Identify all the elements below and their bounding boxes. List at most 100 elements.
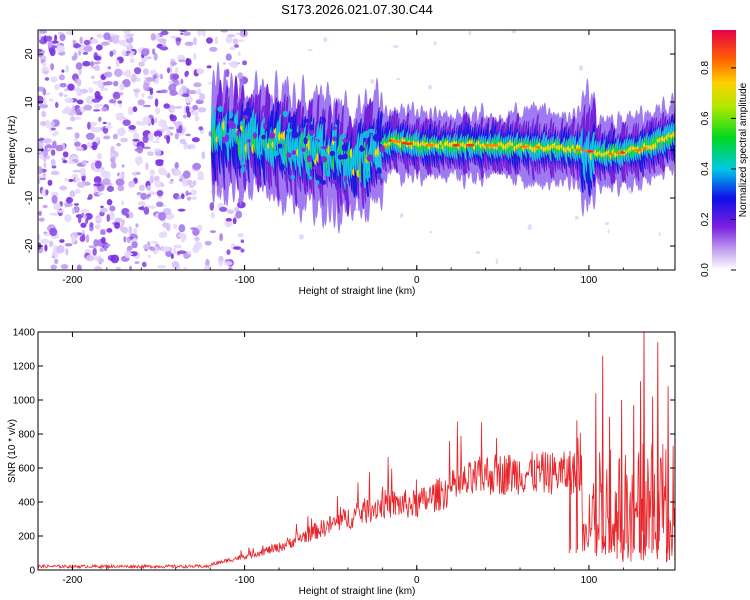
spectrogram-x-axis: -200 -100 0 100 (37, 30, 659, 286)
heatmap-cell (110, 254, 120, 264)
heatmap-cell (170, 253, 174, 259)
heatmap-cell (140, 205, 145, 211)
colorbar-ticks: 0.0 0.2 0.4 0.6 0.8 (700, 61, 736, 277)
heatmap-cell (333, 168, 338, 174)
heatmap-cell (527, 224, 532, 231)
heatmap-cell (76, 78, 82, 87)
snr-peak (656, 342, 659, 554)
heatmap-cell (308, 128, 314, 137)
heatmap-cell (120, 219, 125, 226)
heatmap-cell (160, 30, 169, 36)
snr-peak (608, 416, 611, 554)
heatmap-cell (208, 81, 212, 85)
heatmap-cell (183, 143, 189, 150)
heatmap-cell (103, 244, 108, 252)
snr-peak (651, 396, 654, 554)
heatmap-cell (339, 135, 346, 139)
heatmap-cell (214, 36, 219, 45)
heatmap-cell (225, 68, 230, 78)
heatmap-cell (53, 202, 61, 211)
heatmap-cell (163, 103, 170, 109)
heatmap-cell (168, 126, 175, 130)
heatmap-cell (149, 247, 156, 252)
heatmap-cell (46, 147, 53, 151)
heatmap-cell (149, 69, 157, 75)
heatmap-cell (168, 180, 174, 185)
spectrogram-heatmap (38, 30, 675, 270)
heatmap-cell (154, 180, 162, 188)
heatmap-cell (54, 34, 58, 42)
heatmap-cell (153, 130, 163, 138)
heatmap-cell (279, 163, 285, 171)
heatmap-cell (99, 207, 109, 213)
heatmap-cell (228, 62, 232, 65)
heatmap-cell (268, 132, 276, 139)
x-tick-label: 0 (414, 275, 420, 286)
heatmap-cell (227, 120, 235, 125)
heatmap-cell (160, 231, 168, 238)
heatmap-cell (199, 93, 205, 101)
heatmap-cell (332, 136, 337, 142)
heatmap-cell (81, 212, 85, 217)
heatmap-cell (239, 30, 248, 38)
heatmap-cell (92, 61, 101, 65)
heatmap-cell (197, 171, 204, 180)
heatmap-cell (348, 157, 353, 164)
heatmap-cell (110, 145, 115, 154)
heatmap-cell (157, 211, 167, 221)
x-tick-label: 100 (581, 275, 598, 286)
heatmap-cell (38, 95, 44, 105)
heatmap-cell (77, 214, 82, 224)
heatmap-cell (314, 139, 318, 146)
heatmap-cell (209, 230, 217, 233)
heatmap-cell (129, 53, 135, 58)
heatmap-cell (157, 265, 166, 269)
snr-peak (639, 381, 642, 554)
heatmap-cell (85, 234, 90, 243)
heatmap-cell (229, 61, 239, 69)
heatmap-cell (73, 138, 78, 141)
heatmap-cell (71, 55, 77, 61)
heatmap-cell (272, 150, 279, 157)
heatmap-cell (65, 64, 69, 73)
heatmap-cell (71, 234, 76, 243)
heatmap-cell (335, 119, 340, 126)
heatmap-cell (154, 98, 159, 107)
heatmap-cell (246, 101, 250, 110)
heatmap-cell (173, 223, 178, 230)
heatmap-cell (65, 126, 73, 130)
heatmap-cell (147, 151, 154, 157)
heatmap-cell (98, 257, 105, 264)
heatmap-cell (109, 205, 116, 212)
heatmap-cell (184, 70, 189, 78)
heatmap-cell (51, 165, 57, 169)
heatmap-cell (91, 66, 95, 69)
heatmap-cell (49, 227, 58, 237)
heatmap-cell (106, 199, 113, 206)
heatmap-cell (291, 150, 297, 156)
heatmap-cell (158, 167, 167, 176)
heatmap-cell (126, 33, 135, 37)
heatmap-cell (177, 208, 186, 212)
heatmap-cell (201, 151, 206, 160)
heatmap-cell (43, 97, 47, 106)
heatmap-cell (198, 126, 204, 131)
heatmap-cell (90, 162, 95, 171)
heatmap-cell (261, 134, 266, 140)
heatmap-cell (177, 195, 181, 200)
heatmap-cell (50, 170, 60, 176)
heatmap-cell (96, 103, 104, 107)
heatmap-cell (115, 112, 125, 121)
heatmap-cell (191, 110, 199, 116)
colorbar-tick-label: 0.4 (700, 162, 711, 176)
heatmap-cell (178, 224, 186, 233)
heatmap-cell (71, 104, 75, 113)
heatmap-cell (323, 37, 328, 43)
heatmap-cell (155, 135, 160, 141)
heatmap-cell (178, 59, 187, 63)
snr-plot: -200 -100 0 100 0 200 400 600 800 1000 1200 1400 H… (7, 328, 676, 597)
heatmap-cell (178, 88, 183, 97)
x-tick-label: -200 (62, 275, 82, 286)
heatmap-cell (59, 82, 67, 88)
heatmap-cell (189, 185, 195, 188)
